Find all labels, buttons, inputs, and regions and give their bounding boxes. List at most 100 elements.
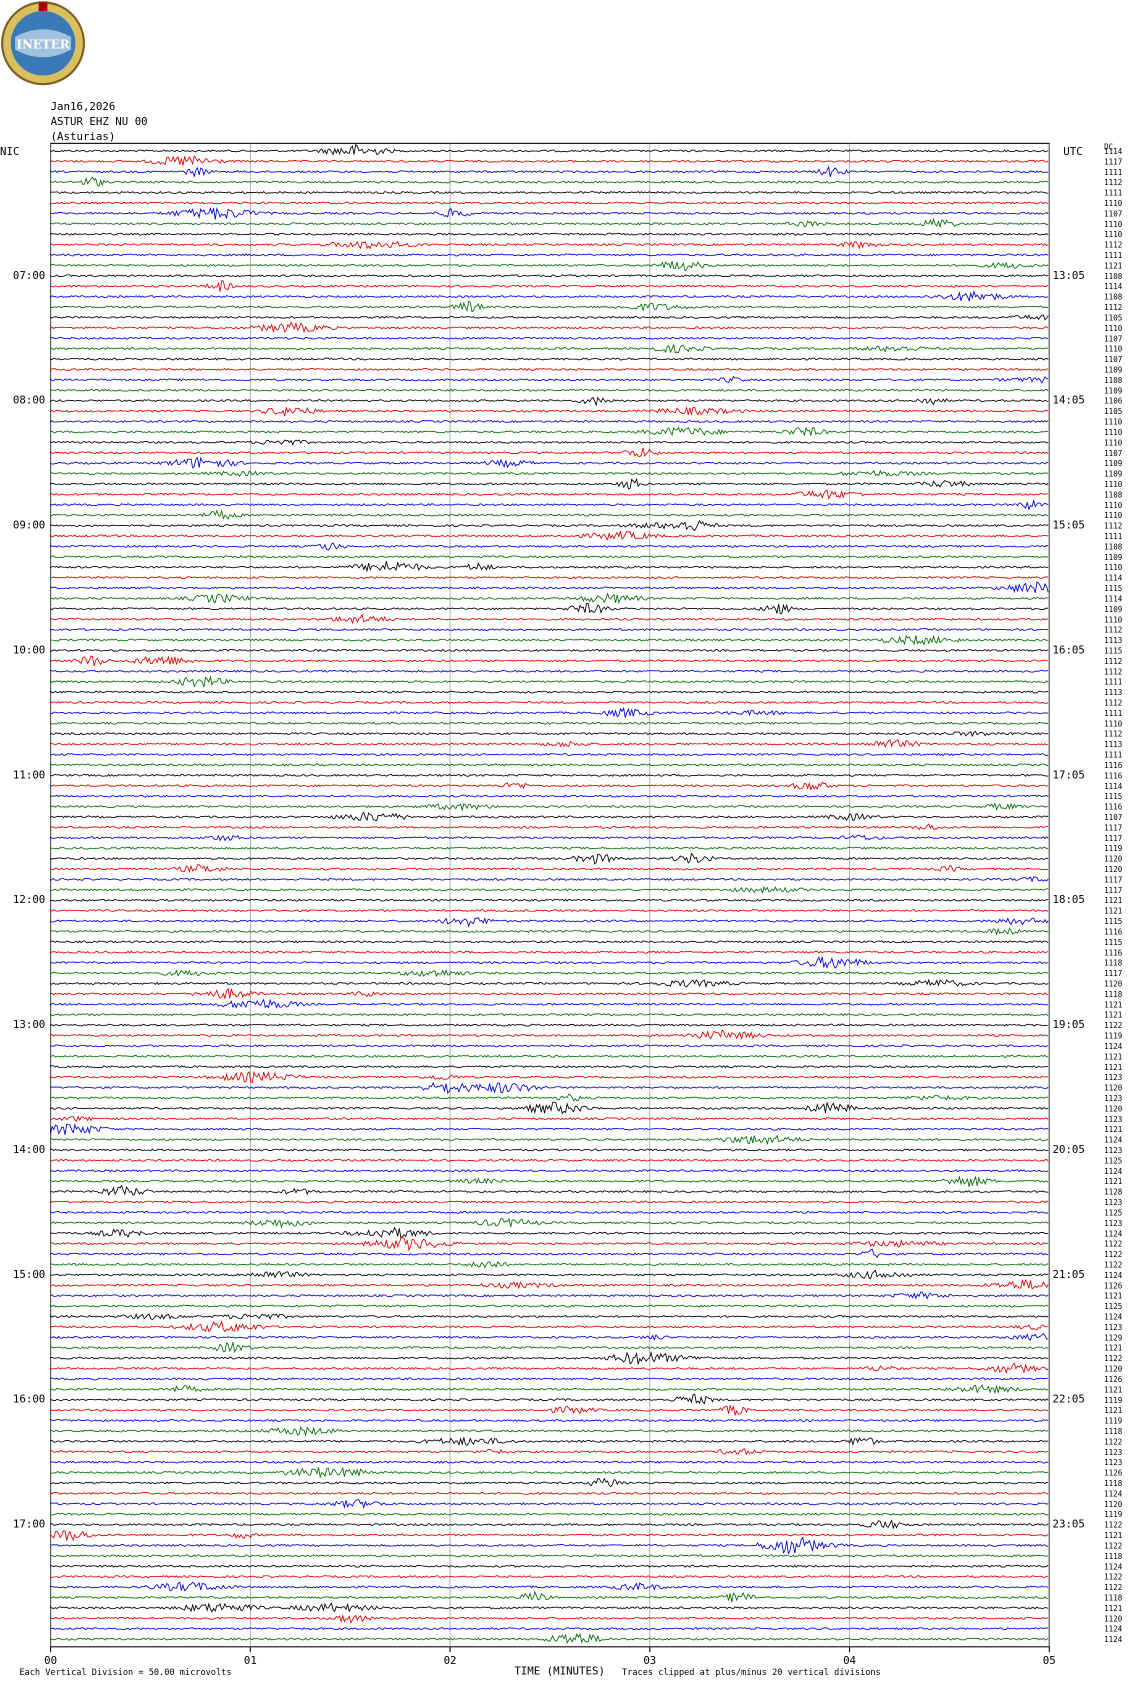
trace xyxy=(50,165,1049,178)
trace-id: 1110 xyxy=(1104,324,1123,333)
trace xyxy=(50,802,1049,812)
trace xyxy=(50,1491,1049,1495)
trace xyxy=(50,1237,1049,1252)
trace xyxy=(50,542,1049,551)
x-axis-label: TIME (MINUTES) xyxy=(514,1665,605,1678)
trace-id: 1120 xyxy=(1104,1365,1123,1374)
trace xyxy=(50,1013,1049,1017)
trace-id: 1110 xyxy=(1104,220,1123,229)
trace xyxy=(50,1519,1049,1530)
trace-id: 1109 xyxy=(1104,553,1123,562)
trace-id: 1120 xyxy=(1104,1084,1123,1093)
trace-id: 1117 xyxy=(1104,823,1122,832)
trace-id: 1118 xyxy=(1104,1594,1123,1603)
trace xyxy=(50,439,1049,446)
trace-id: 1112 xyxy=(1104,303,1122,312)
trace xyxy=(50,1101,1049,1115)
trace-id: 1118 xyxy=(1104,1427,1123,1436)
trace xyxy=(50,592,1049,605)
right-zone: UTC xyxy=(1063,145,1082,158)
trace xyxy=(50,555,1049,559)
trace-id: 1111 xyxy=(1104,751,1123,760)
trace-id: 1123 xyxy=(1104,1323,1122,1332)
trace-id: 1117 xyxy=(1104,969,1122,978)
trace xyxy=(50,721,1049,725)
trace xyxy=(50,739,1049,748)
trace xyxy=(50,834,1049,842)
trace-id: 1121 xyxy=(1104,1292,1123,1301)
trace-id: 1111 xyxy=(1104,189,1123,198)
trace-id: 1120 xyxy=(1104,855,1123,864)
trace-id: 1110 xyxy=(1104,615,1123,624)
trace xyxy=(50,1261,1049,1269)
trace-id: 1121 xyxy=(1104,1531,1123,1540)
trace-id: 1116 xyxy=(1104,761,1123,770)
trace xyxy=(50,447,1049,458)
trace-id: 1123 xyxy=(1104,1219,1122,1228)
trace xyxy=(50,773,1049,777)
trace-id: 1121 xyxy=(1104,1177,1123,1186)
trace-id: 1108 xyxy=(1104,376,1123,385)
trace xyxy=(50,823,1049,831)
trace-id: 1121 xyxy=(1104,896,1123,905)
trace xyxy=(50,876,1049,883)
trace-id: 1121 xyxy=(1104,1063,1123,1072)
trace xyxy=(50,1362,1049,1374)
trace-id: 1112 xyxy=(1104,241,1122,250)
trace xyxy=(50,419,1049,424)
trace-id: 1122 xyxy=(1104,1521,1122,1530)
trace xyxy=(50,190,1049,195)
trace-id: 1126 xyxy=(1104,1469,1123,1478)
trace xyxy=(50,1217,1049,1229)
trace xyxy=(50,669,1049,673)
trace-id: 1105 xyxy=(1104,407,1122,416)
trace xyxy=(50,1123,1049,1135)
trace xyxy=(50,1581,1049,1592)
trace-id: 1110 xyxy=(1104,199,1123,208)
trace xyxy=(50,1134,1049,1146)
right-time-label: 15:05 xyxy=(1053,519,1085,532)
trace-id: 1122 xyxy=(1104,1583,1122,1592)
trace-id: 1122 xyxy=(1104,1260,1122,1269)
trace xyxy=(50,1184,1049,1196)
logo-text: INETER xyxy=(17,37,70,51)
trace-id: 1125 xyxy=(1104,1208,1122,1217)
trace-id: 1118 xyxy=(1104,959,1123,968)
trace xyxy=(50,143,1049,156)
trace xyxy=(50,217,1049,229)
date: Jan16,2026 xyxy=(51,100,116,113)
right-time-label: 17:05 xyxy=(1053,768,1085,781)
trace xyxy=(50,1436,1049,1447)
trace-id: 1124 xyxy=(1104,1271,1123,1280)
right-time-label: 13:05 xyxy=(1053,269,1085,282)
trace xyxy=(50,1614,1049,1624)
trace-id: 1109 xyxy=(1104,459,1123,468)
x-tick-label: 05 xyxy=(1043,1654,1056,1667)
trace-id: 1123 xyxy=(1104,1115,1122,1124)
trace xyxy=(50,675,1049,688)
trace-id: 1110 xyxy=(1104,428,1123,437)
trace xyxy=(50,730,1049,738)
trace xyxy=(50,280,1049,292)
trace xyxy=(50,1081,1049,1095)
trace xyxy=(50,336,1049,340)
trace xyxy=(50,690,1049,694)
right-time-label: 14:05 xyxy=(1053,394,1085,407)
trace-id: 1123 xyxy=(1104,1458,1122,1467)
trace-id: 1112 xyxy=(1104,178,1122,187)
trace xyxy=(50,1590,1049,1603)
trace xyxy=(50,811,1049,822)
trace-id: 1105 xyxy=(1104,313,1122,322)
trace xyxy=(50,927,1049,936)
trace xyxy=(50,1115,1049,1123)
trace xyxy=(50,367,1049,372)
trace-id: 1121 xyxy=(1104,907,1123,916)
trace xyxy=(50,706,1049,718)
trace xyxy=(50,1405,1049,1417)
trace xyxy=(50,489,1049,500)
trace xyxy=(50,602,1049,614)
trace-id: 1114 xyxy=(1104,782,1123,791)
right-time-label: 22:05 xyxy=(1053,1393,1085,1406)
trace-id: 1110 xyxy=(1104,511,1123,520)
trace-id: 1109 xyxy=(1104,605,1123,614)
